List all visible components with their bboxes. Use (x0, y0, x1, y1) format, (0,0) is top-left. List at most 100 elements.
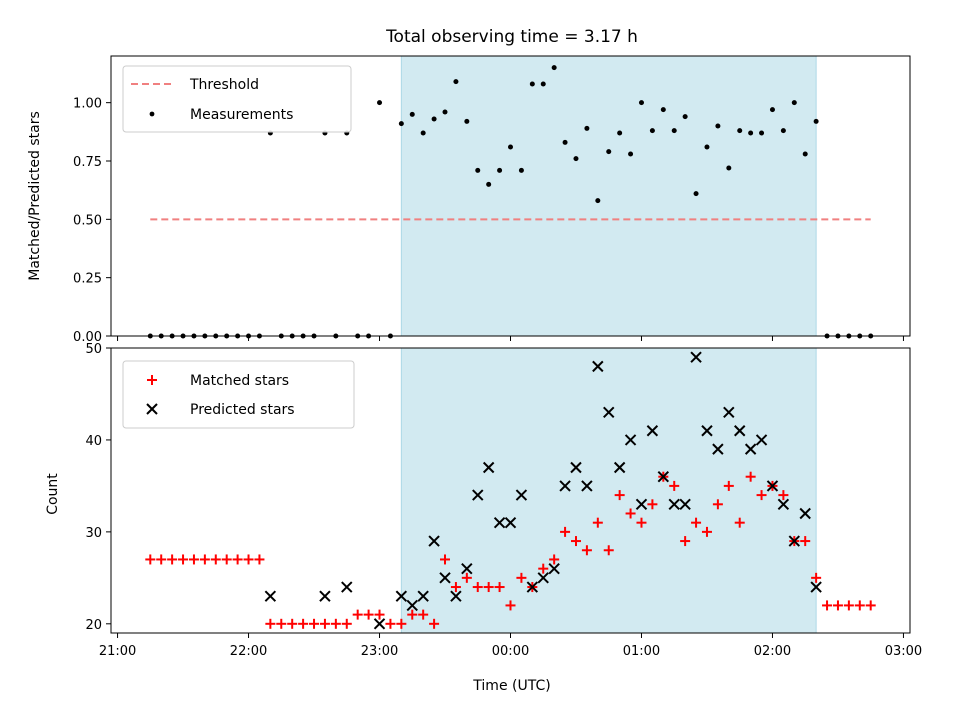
predicted-star-point (679, 498, 691, 510)
predicted-star-point (755, 434, 768, 446)
predicted-star-point (581, 480, 593, 492)
predicted-star-point (472, 489, 484, 501)
matched-star-point (221, 554, 232, 565)
matched-star-point (188, 554, 199, 565)
matched-star-point (505, 600, 516, 611)
matched-star-point (199, 554, 210, 565)
predicted-star-stroke-b (504, 516, 517, 529)
predicted-star-stroke-b (548, 562, 560, 575)
matched-star-point (265, 618, 276, 629)
predicted-star-stroke-b (537, 572, 549, 584)
measurement-point (584, 125, 590, 131)
bottom-x-tick-label: 02:00 (754, 644, 791, 659)
bottom-y-tick-label: 20 (85, 618, 102, 633)
predicted-star-point (624, 434, 637, 446)
predicted-star-point (526, 581, 539, 593)
measurement-point (551, 65, 557, 71)
matched-star-point (756, 490, 767, 501)
measurement-point (769, 107, 775, 113)
predicted-star-point (799, 507, 811, 520)
measurement-point (508, 144, 513, 150)
bottom-y-tick-label: 30 (85, 526, 102, 541)
predicted-star-point (504, 516, 517, 529)
top-y-axis-label: Matched/Predicted stars (27, 111, 43, 281)
predicted-star-stroke-b (744, 443, 757, 455)
predicted-star-stroke-b (450, 590, 462, 602)
matched-star-point (287, 618, 298, 629)
measurement-point (497, 167, 503, 173)
predicted-star-point (766, 480, 779, 492)
bottom-legend-box (122, 360, 355, 429)
measurement-point (529, 81, 535, 87)
predicted-star-point (319, 590, 331, 602)
matched-star-point (145, 554, 156, 565)
matched-star-point (407, 609, 418, 620)
predicted-star-point (668, 498, 680, 510)
measurement-point (475, 167, 481, 173)
predicted-star-point (482, 461, 495, 474)
matched-star-point (516, 572, 527, 583)
bottom-legend: Matched stars Predicted stars (122, 360, 355, 429)
predicted-star-stroke-b (515, 489, 528, 501)
predicted-star-point (559, 480, 571, 492)
matched-star-point (549, 554, 560, 565)
top-legend-box (122, 65, 352, 133)
predicted-star-stroke-b (341, 581, 353, 593)
measurement-point (737, 128, 743, 134)
matched-star-point (832, 600, 843, 611)
top-y-tick-label: 1.00 (73, 97, 102, 112)
predicted-star-point (635, 498, 648, 510)
predicted-star-stroke-b (766, 480, 779, 492)
measurements-legend-swatch (149, 111, 155, 117)
bottom-x-tick-label: 22:00 (230, 644, 267, 659)
predicted-star-stroke-b (395, 590, 408, 602)
measurement-point (518, 167, 524, 173)
predicted-star-stroke-b (592, 360, 604, 373)
predicted-star-stroke-b (417, 590, 429, 602)
predicted-star-stroke-b (264, 590, 277, 602)
predicted-star-point (701, 425, 713, 437)
bottom-panel: 21:00 22:00 23:00 00:00 01:00 02:00 03:00 20 30… (45, 342, 922, 694)
predicted-star-point (450, 590, 462, 602)
measurement-point (540, 81, 546, 87)
predicted-star-point (592, 360, 604, 373)
top-y-tick-label: 0.75 (73, 155, 102, 170)
measurement-point (682, 114, 688, 120)
bottom-x-tick-label: 00:00 (492, 644, 529, 659)
predicted-star-point (373, 618, 386, 630)
predicted-star-point (603, 406, 615, 419)
matched-star-point (723, 480, 734, 491)
measurement-point (606, 149, 612, 155)
predicted-star-stroke-b (755, 434, 768, 446)
predicted-star-point (788, 535, 801, 547)
top-y-tick-label: 0.00 (73, 330, 102, 345)
matched-star-point (450, 582, 461, 593)
predicted-star-point (723, 406, 735, 419)
x-axis-label: Time (UTC) (472, 678, 550, 694)
matched-star-point (298, 618, 309, 629)
predicted-star-stroke-b (472, 489, 484, 501)
matched-star-point (418, 609, 429, 620)
matched-star-point (363, 609, 374, 620)
matched-star-point (494, 582, 505, 593)
predicted-star-point (537, 572, 549, 584)
predicted-star-stroke-b (657, 471, 670, 483)
top-y-tick-label: 0.50 (73, 213, 102, 228)
top-panel: 0.00 0.25 0.50 0.75 1.00 Matched/Predicted s… (27, 55, 911, 345)
matched-star-point (309, 618, 320, 629)
predicted-star-point (439, 572, 451, 584)
measurement-point (693, 191, 699, 197)
predicted-star-stroke-b (526, 581, 539, 593)
matched-star-point (472, 582, 483, 593)
predicted-star-stroke-b (701, 425, 713, 437)
predicted-star-stroke-b (373, 618, 386, 630)
bottom-y-tick-label: 40 (85, 434, 102, 449)
bottom-x-tick-label: 21:00 (99, 644, 136, 659)
bottom-y-tick-label: 50 (85, 342, 102, 357)
predicted-star-point (461, 562, 473, 575)
matched-star-point (592, 517, 603, 528)
predicted-star-stroke-b (570, 461, 582, 474)
measurement-point (409, 111, 415, 117)
measurement-point (617, 130, 623, 136)
